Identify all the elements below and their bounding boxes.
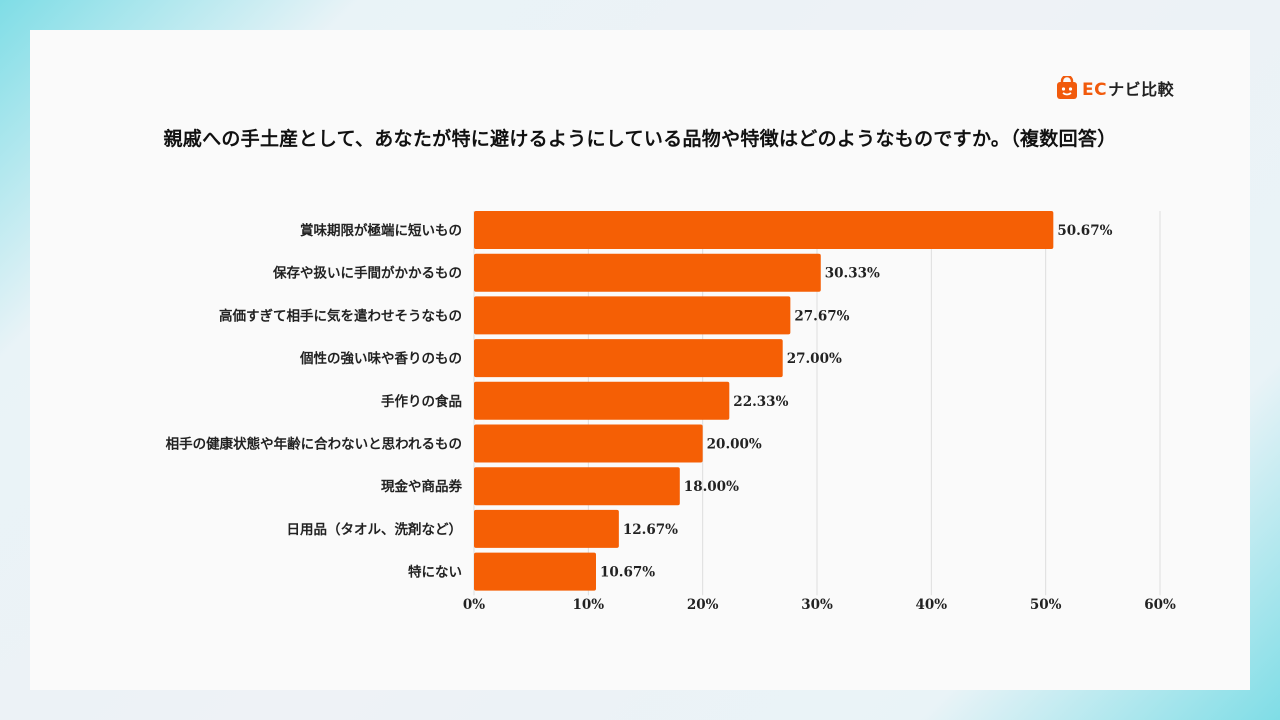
bar [474, 552, 596, 591]
category-label: 保存や扱いに手間がかかるもの [272, 265, 462, 282]
chart-title: 親戚への手土産として、あなたが特に避けるようにしている品物や特徴はどのようなもの… [163, 128, 1117, 150]
category-label: 個性の強い味や香りのもの [299, 350, 462, 367]
data-label: 12.67% [623, 522, 678, 538]
bar [474, 381, 730, 420]
category-label: 高価すぎて相手に気を遣わせそうなもの [219, 307, 462, 324]
bar [474, 253, 821, 292]
x-tick-label: 50% [1030, 597, 1062, 613]
category-label: 特にない [408, 564, 462, 581]
category-label: 賞味期限が極端に短いもの [300, 222, 462, 239]
x-tick-label: 0% [463, 597, 485, 613]
category-label: 現金や商品券 [381, 478, 462, 495]
x-tick-label: 20% [687, 597, 719, 613]
category-label: 手作りの食品 [381, 393, 462, 410]
bar [474, 296, 791, 335]
bar [474, 339, 783, 378]
data-label: 18.00% [684, 479, 739, 495]
data-label: 50.67% [1057, 223, 1112, 239]
brand-name: ECナビ比較 [1082, 80, 1175, 100]
data-label: 22.33% [733, 394, 788, 410]
data-label: 30.33% [825, 266, 880, 282]
x-tick-label: 60% [1144, 597, 1176, 613]
bar [474, 509, 619, 548]
x-tick-label: 30% [801, 597, 833, 613]
x-tick-label: 10% [573, 597, 605, 613]
bar [474, 211, 1054, 249]
bar [474, 424, 703, 463]
data-label: 27.00% [787, 351, 842, 367]
data-label: 10.67% [600, 565, 655, 581]
shopping-bag-icon [1057, 76, 1077, 99]
data-label: 27.67% [794, 308, 849, 324]
bar [474, 467, 680, 506]
x-tick-label: 40% [916, 597, 948, 613]
data-label: 20.00% [707, 437, 762, 453]
category-label: 日用品（タオル、洗剤など） [287, 521, 463, 538]
brand-logo[interactable]: ECナビ比較 [1055, 75, 1174, 101]
category-label: 相手の健康状態や年齢に合わないと思われるもの [166, 436, 462, 453]
